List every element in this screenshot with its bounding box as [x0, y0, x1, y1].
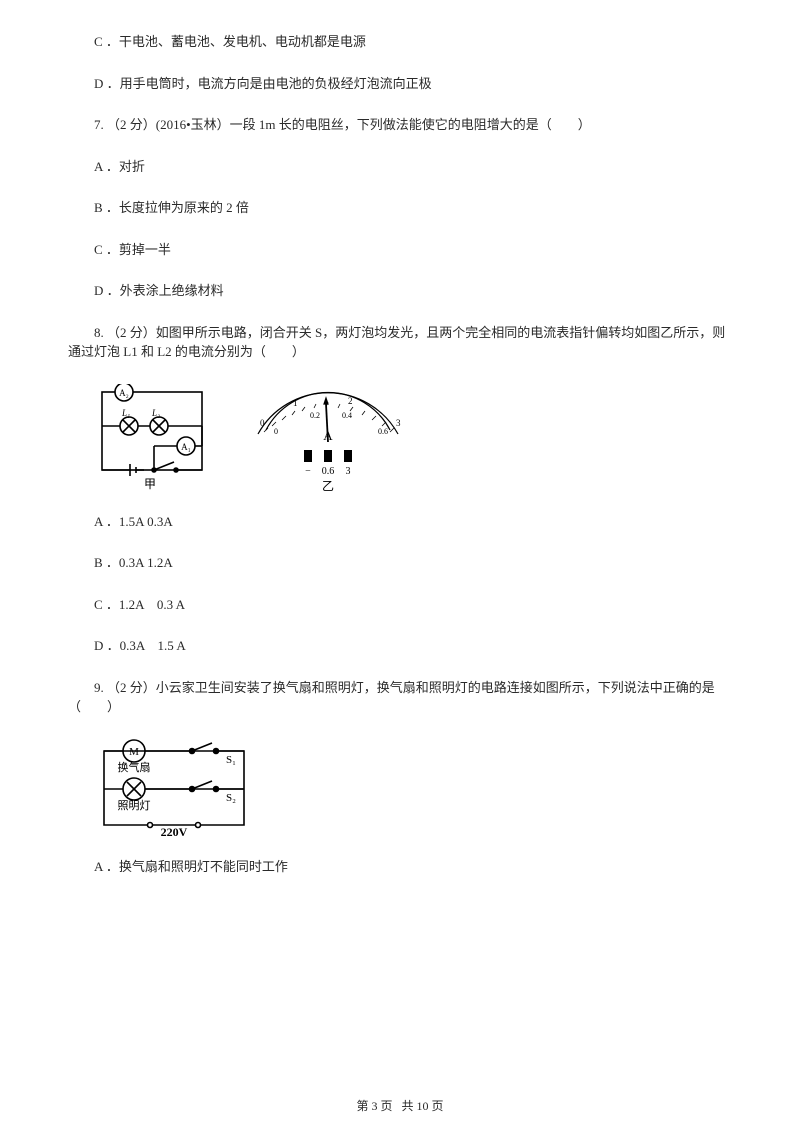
q8-stem: 8. （2 分）如图甲所示电路，闭合开关 S，两灯泡均发光，且两个完全相同的电流…	[68, 323, 732, 362]
q8-circuit-svg: A₂ A₁ L₁ L₂ 甲	[94, 384, 214, 494]
svg-text:0.6: 0.6	[322, 466, 335, 477]
q7-option-b: B ．长度拉伸为原来的 2 倍	[68, 198, 732, 218]
svg-text:1: 1	[293, 398, 298, 408]
q7-stem: 7. （2 分）(2016•玉林）一段 1m 长的电阻丝，下列做法能使它的电阻增…	[68, 115, 732, 135]
q8-option-b: B ．0.3A 1.2A	[68, 553, 732, 573]
q9-circuit-svg: M 换气扇 照明灯 S₁ S₂ 220V	[94, 739, 254, 839]
prev-option-d: D ．用手电筒时，电流方向是由电池的负极经灯泡流向正极	[68, 74, 732, 94]
svg-text:L₁: L₁	[121, 408, 130, 418]
q9-option-a: A ．换气扇和照明灯不能同时工作	[68, 857, 732, 877]
footer-page-num: 第 3 页	[356, 1099, 392, 1113]
svg-text:0: 0	[274, 427, 278, 436]
svg-text:2: 2	[348, 396, 353, 406]
svg-text:A: A	[323, 428, 333, 443]
svg-text:3: 3	[346, 466, 351, 477]
footer-page-total: 共 10 页	[402, 1099, 444, 1113]
svg-text:220V: 220V	[161, 825, 188, 839]
svg-text:A₂: A₂	[119, 388, 129, 398]
svg-text:换气扇: 换气扇	[118, 760, 151, 774]
q7-option-c: C ．剪掉一半	[68, 240, 732, 260]
svg-text:A₁: A₁	[181, 442, 191, 452]
page-footer: 第 3 页 共 10 页	[0, 1097, 800, 1114]
svg-text:乙: 乙	[322, 479, 334, 493]
svg-text:0.2: 0.2	[310, 411, 320, 420]
q8-meter-svg: 0 1 2 3 0 0.2 0.4 0.6 A − 0.6 3 乙	[238, 384, 418, 494]
q7-option-d: D ．外表涂上绝缘材料	[68, 281, 732, 301]
svg-text:0: 0	[260, 418, 265, 428]
q8-option-d: D ．0.3A 1.5 A	[68, 636, 732, 656]
svg-text:0.4: 0.4	[342, 411, 352, 420]
svg-text:−: −	[305, 466, 311, 477]
svg-text:照明灯: 照明灯	[118, 799, 151, 812]
svg-text:M: M	[129, 746, 139, 758]
prev-option-c: C ．干电池、蓄电池、发电机、电动机都是电源	[68, 32, 732, 52]
q8-option-a: A ．1.5A 0.3A	[68, 512, 732, 532]
svg-text:0.6: 0.6	[378, 427, 388, 436]
q9-figure: M 换气扇 照明灯 S₁ S₂ 220V	[94, 739, 732, 839]
q9-stem: 9. （2 分）小云家卫生间安装了换气扇和照明灯，换气扇和照明灯的电路连接如图所…	[68, 678, 732, 717]
svg-text:S₁: S₁	[226, 754, 236, 766]
svg-text:L₂: L₂	[151, 408, 160, 418]
q8-option-c: C ．1.2A 0.3 A	[68, 595, 732, 615]
q7-option-a: A ．对折	[68, 157, 732, 177]
svg-text:S₂: S₂	[226, 792, 236, 804]
svg-text:甲: 甲	[144, 477, 156, 491]
q8-figure: A₂ A₁ L₁ L₂ 甲	[94, 384, 732, 494]
svg-text:3: 3	[396, 418, 401, 428]
